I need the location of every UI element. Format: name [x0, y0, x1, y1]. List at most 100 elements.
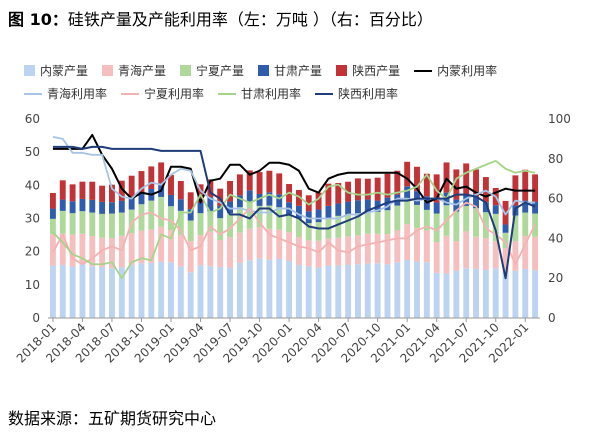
- figure-title-text: 硅铁产量及产能利用率（左：万吨 ）（右：百分比）: [67, 10, 433, 29]
- bar-neimeng_prod-2019-05: [207, 266, 214, 318]
- bar-neimeng_prod-2018-10: [138, 263, 145, 318]
- bar-gansu_prod-2020-08: [355, 200, 361, 214]
- bar-ningxia_prod-2021-02: [414, 204, 420, 229]
- bar-qinghai_prod-2018-05: [89, 236, 96, 267]
- bar-shaanxi_prod-2018-01: [49, 192, 56, 209]
- bar-shaanxi_prod-2021-02: [414, 166, 420, 192]
- legend-swatch-qinghai-util: [24, 92, 42, 95]
- bar-gansu_prod-2018-01: [49, 208, 56, 219]
- bar-qinghai_prod-2018-06: [99, 237, 106, 267]
- bar-shaanxi_prod-2019-06: [217, 188, 224, 206]
- bar-ningxia_prod-2019-01: [168, 206, 174, 231]
- legend-row-1: 内蒙产量 青海产量 宁夏产量 甘肃产量 陕西产量 内蒙利用率: [24, 62, 584, 79]
- bar-neimeng_prod-2018-05: [89, 266, 96, 318]
- bar-neimeng_prod-2018-09: [128, 264, 135, 318]
- bar-qinghai_prod-2022-02: [532, 236, 539, 271]
- line-ningxia_util: [52, 201, 536, 266]
- y-right-tick-label: 80: [548, 152, 563, 166]
- bar-neimeng_prod-2019-01: [168, 262, 174, 318]
- bar-gansu_prod-2018-03: [69, 201, 76, 214]
- bar-qinghai_prod-2021-06: [453, 241, 460, 271]
- bar-neimeng_prod-2018-03: [69, 266, 76, 318]
- bar-qinghai_prod-2018-01: [49, 234, 56, 266]
- bar-shaanxi_prod-2020-08: [355, 178, 361, 201]
- bar-gansu_prod-2018-07: [109, 202, 115, 214]
- bar-neimeng_prod-2021-08: [473, 268, 479, 318]
- bar-gansu_prod-2020-07: [345, 201, 352, 215]
- legend-label-shaanxi-util: 陕西利用率: [338, 87, 399, 101]
- legend: 内蒙产量 青海产量 宁夏产量 甘肃产量 陕西产量 内蒙利用率 青海利用率 宁夏利…: [24, 62, 584, 108]
- bar-qinghai_prod-2020-10: [374, 233, 381, 264]
- bar-shaanxi_prod-2018-07: [109, 184, 115, 203]
- bar-neimeng_prod-2019-02: [177, 266, 184, 318]
- bar-ningxia_prod-2019-07: [227, 213, 233, 238]
- bar-qinghai_prod-2020-12: [394, 230, 401, 263]
- bar-gansu_prod-2022-02: [532, 201, 539, 214]
- bar-qinghai_prod-2018-02: [59, 233, 66, 265]
- bar-gansu_prod-2020-05: [325, 205, 332, 218]
- bar-qinghai_prod-2021-12: [512, 241, 519, 271]
- bar-ningxia_prod-2020-02: [295, 218, 302, 238]
- bar-neimeng_prod-2018-08: [118, 267, 125, 318]
- bar-gansu_prod-2019-01: [168, 194, 174, 207]
- bar-neimeng_prod-2020-03: [305, 266, 312, 318]
- y-right-tick-label: 100: [548, 112, 571, 126]
- bar-ningxia_prod-2018-11: [148, 200, 155, 230]
- legend-label-ningxia-prod: 宁夏产量: [196, 64, 245, 78]
- bar-ningxia_prod-2020-12: [394, 205, 401, 231]
- bar-neimeng_prod-2022-01: [522, 268, 529, 318]
- bar-qinghai_prod-2019-05: [207, 231, 214, 267]
- bar-shaanxi_prod-2019-10: [256, 172, 263, 194]
- bar-gansu_prod-2018-05: [89, 199, 96, 213]
- bar-ningxia_prod-2020-06: [335, 215, 342, 238]
- legend-item-qinghai-util: 青海利用率: [24, 85, 107, 102]
- bar-shaanxi_prod-2021-05: [443, 162, 450, 193]
- bar-ningxia_prod-2020-09: [364, 211, 371, 234]
- bar-neimeng_prod-2020-06: [335, 265, 342, 318]
- legend-item-ningxia-util: 宁夏利用率: [121, 85, 204, 102]
- bar-gansu_prod-2018-02: [59, 199, 66, 211]
- bar-gansu_prod-2018-04: [79, 198, 86, 212]
- bar-shaanxi_prod-2020-09: [364, 178, 371, 200]
- bar-neimeng_prod-2019-06: [217, 266, 224, 318]
- bar-qinghai_prod-2019-02: [177, 235, 184, 267]
- bar-ningxia_prod-2018-03: [69, 213, 76, 235]
- y-left-tick-label: 30: [25, 212, 40, 226]
- bar-gansu_prod-2021-10: [492, 205, 499, 214]
- bar-neimeng_prod-2021-04: [433, 272, 440, 318]
- bar-gansu_prod-2020-02: [295, 205, 302, 219]
- bar-ningxia_prod-2021-03: [423, 209, 430, 231]
- line-neimeng_util: [52, 133, 536, 204]
- bar-shaanxi_prod-2020-11: [384, 173, 391, 198]
- bar-ningxia_prod-2019-12: [276, 207, 283, 230]
- bar-gansu_prod-2019-11: [266, 192, 273, 206]
- y-right-tick-label: 0: [548, 311, 556, 325]
- line-gansu_util: [52, 159, 536, 280]
- bar-ningxia_prod-2019-08: [236, 207, 243, 233]
- bar-qinghai_prod-2020-09: [364, 233, 371, 264]
- bar-shaanxi_prod-2021-01: [404, 161, 411, 187]
- bar-shaanxi_prod-2018-08: [118, 180, 125, 201]
- bar-ningxia_prod-2018-09: [128, 209, 135, 234]
- bar-qinghai_prod-2021-05: [443, 235, 450, 274]
- legend-swatch-gansu-util: [218, 92, 237, 95]
- bar-ningxia_prod-2021-12: [512, 215, 519, 242]
- bar-ningxia_prod-2022-01: [522, 212, 529, 237]
- bar-qinghai_prod-2021-01: [404, 224, 411, 260]
- bar-qinghai_prod-2019-09: [246, 228, 253, 261]
- line-shaanxi_util: [52, 145, 536, 280]
- bar-neimeng_prod-2021-12: [512, 270, 519, 318]
- bar-qinghai_prod-2022-01: [522, 236, 529, 269]
- bar-shaanxi_prod-2019-08: [236, 174, 243, 196]
- bar-qinghai_prod-2020-11: [384, 234, 391, 265]
- bar-qinghai_prod-2019-08: [236, 232, 243, 263]
- bar-neimeng_prod-2021-09: [482, 269, 489, 318]
- legend-label-neimeng-prod: 内蒙产量: [40, 64, 89, 78]
- legend-swatch-neimeng-util: [414, 69, 433, 72]
- bar-shaanxi_prod-2018-11: [148, 166, 155, 189]
- legend-swatch-ningxia-prod: [180, 65, 192, 76]
- y-left-tick-label: 10: [25, 278, 40, 292]
- legend-label-qinghai-prod: 青海产量: [118, 64, 167, 78]
- chart-title: 图 10：硅铁产量及产能利用率（左：万吨 ）（右：百分比）: [8, 6, 433, 30]
